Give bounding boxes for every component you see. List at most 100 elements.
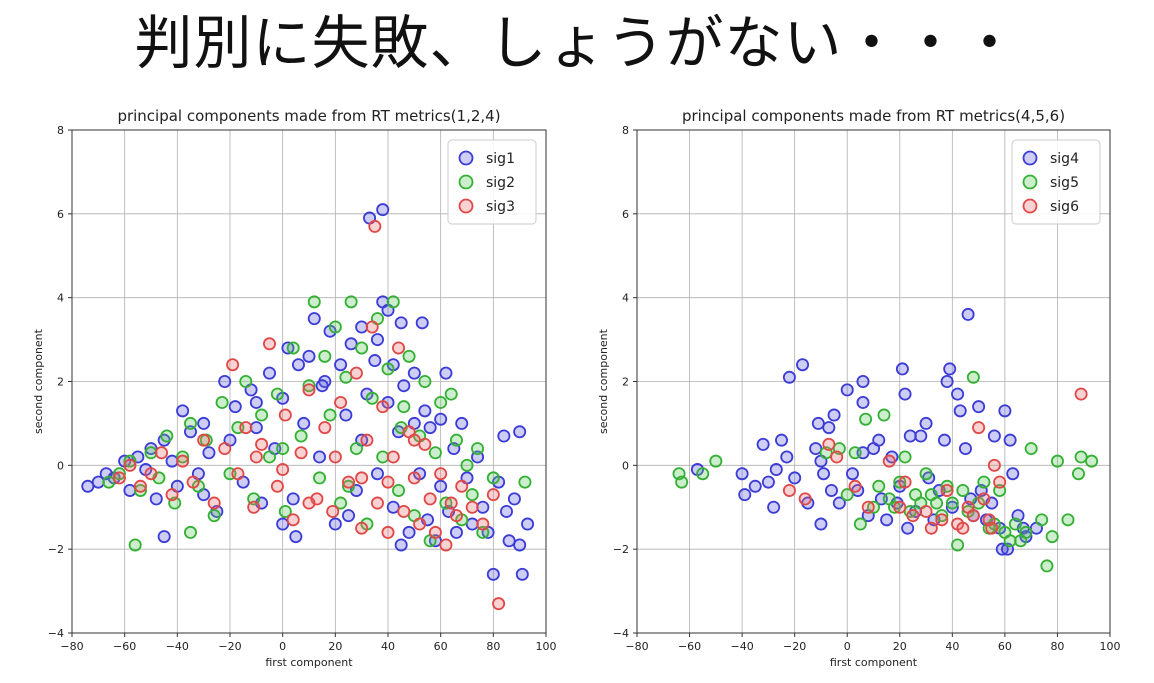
data-point-sig5 — [709, 454, 723, 468]
data-point-sig3 — [341, 475, 355, 489]
data-point-sig5 — [945, 496, 959, 510]
data-point-sig5 — [1008, 517, 1022, 531]
data-point-sig3 — [286, 513, 300, 527]
data-point-sig6 — [987, 458, 1001, 472]
data-point-sig2 — [486, 471, 500, 485]
data-point-sig2 — [276, 442, 290, 456]
data-point-sig5 — [1061, 513, 1075, 527]
data-point-sig1 — [249, 395, 263, 409]
data-point-sig2 — [278, 504, 292, 518]
data-point-sig4 — [814, 517, 828, 531]
legend-label-sig5: sig5 — [1050, 175, 1079, 191]
data-point-sig4 — [827, 408, 841, 422]
data-point-sig1 — [394, 538, 408, 552]
data-point-sig3 — [465, 500, 479, 514]
data-point-sig5 — [1071, 467, 1085, 481]
plot-frame — [68, 129, 547, 637]
data-point-sig2 — [123, 454, 137, 468]
data-point-sig6 — [898, 475, 912, 489]
data-point-sig1 — [228, 400, 242, 414]
data-point-sig3 — [278, 408, 292, 422]
data-point-sig4 — [919, 416, 933, 430]
data-point-sig6 — [848, 479, 862, 493]
data-point-sig3 — [449, 509, 463, 523]
data-point-sig2 — [397, 400, 411, 414]
data-point-sig6 — [966, 509, 980, 523]
data-point-sig5 — [956, 483, 970, 497]
data-point-sig2 — [460, 458, 474, 472]
y-tick-label: 6 — [622, 208, 629, 221]
data-point-sig1 — [157, 530, 171, 544]
y-axis-label: second component — [32, 328, 45, 434]
data-point-sig2 — [176, 450, 190, 464]
data-point-sig3 — [365, 320, 379, 334]
data-point-sig1 — [339, 408, 353, 422]
data-points — [672, 307, 1099, 573]
data-point-sig3 — [492, 597, 506, 611]
data-point-sig6 — [924, 521, 938, 535]
data-point-sig4 — [953, 404, 967, 418]
data-point-sig2 — [207, 509, 221, 523]
data-point-sig3 — [476, 517, 490, 531]
data-point-sig3 — [334, 395, 348, 409]
y-tick-label: 4 — [622, 292, 629, 305]
data-point-sig2 — [355, 341, 369, 355]
data-point-sig4 — [951, 387, 965, 401]
data-point-sig4 — [987, 429, 1001, 443]
data-point-sig2 — [365, 391, 379, 405]
data-point-sig1 — [418, 404, 432, 418]
data-point-sig1 — [423, 421, 437, 435]
data-point-sig1 — [499, 504, 513, 518]
data-point-sig1 — [476, 500, 490, 514]
data-point-sig5 — [696, 467, 710, 481]
data-point-sig1 — [334, 358, 348, 372]
legend-marker-sig2 — [458, 174, 474, 190]
data-point-sig4 — [937, 433, 951, 447]
data-point-sig6 — [985, 521, 999, 535]
data-point-sig3 — [392, 341, 406, 355]
data-point-sig4 — [748, 479, 762, 493]
series-sig6 — [782, 387, 1088, 535]
data-point-sig2 — [402, 349, 416, 363]
data-point-sig3 — [165, 488, 179, 502]
data-point-sig2 — [112, 467, 126, 481]
x-tick-label: −20 — [783, 640, 806, 653]
legend-label-sig1: sig1 — [486, 151, 515, 167]
data-point-sig4 — [945, 500, 959, 514]
data-point-sig2 — [102, 475, 116, 489]
data-point-sig3 — [386, 450, 400, 464]
data-point-sig4 — [824, 483, 838, 497]
x-tick-labels: −80 −60 −40 −20 0 20 40 60 80 100 — [60, 640, 556, 653]
data-point-sig2 — [313, 471, 327, 485]
data-point-sig3 — [439, 538, 453, 552]
data-point-sig3 — [133, 479, 147, 493]
data-point-sig3 — [376, 400, 390, 414]
data-point-sig4 — [1003, 433, 1017, 447]
data-point-sig6 — [940, 483, 954, 497]
data-point-sig2 — [255, 408, 269, 422]
data-point-sig4 — [958, 442, 972, 456]
data-point-sig3 — [270, 479, 284, 493]
data-point-sig2 — [183, 525, 197, 539]
data-point-sig1 — [297, 416, 311, 430]
data-point-sig4 — [914, 429, 928, 443]
data-point-sig1 — [262, 366, 276, 380]
data-point-sig4 — [998, 404, 1012, 418]
data-point-sig4 — [943, 362, 957, 376]
data-point-sig2 — [183, 416, 197, 430]
x-tick-label: −60 — [678, 640, 701, 653]
data-point-sig4 — [796, 358, 810, 372]
data-point-sig1 — [149, 492, 163, 506]
legend-box — [447, 139, 537, 225]
data-point-sig5 — [1024, 442, 1038, 456]
data-point-sig2 — [160, 429, 174, 443]
data-point-sig5 — [940, 479, 954, 493]
x-tick-label: 20 — [893, 640, 907, 653]
plot-frame — [633, 129, 1111, 637]
data-point-sig4 — [898, 387, 912, 401]
x-tick-label: −80 — [625, 640, 648, 653]
data-point-sig1 — [344, 337, 358, 351]
y-tick-labels: −4 −2 0 2 4 6 8 — [613, 124, 629, 640]
data-point-sig3 — [226, 358, 240, 372]
